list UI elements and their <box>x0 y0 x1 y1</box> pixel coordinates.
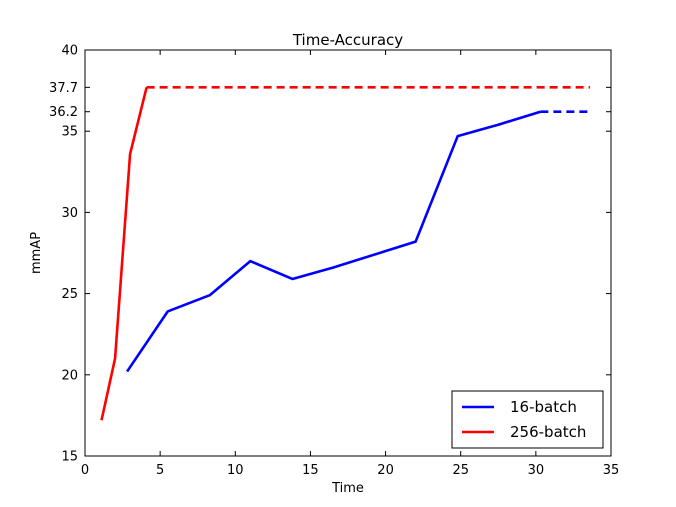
y-tick-label: 40 <box>61 44 78 59</box>
axis-ticks: 0 5 10 15 20 25 30 35 15 20 25 30 35 36.2 37.7 40 <box>49 44 619 479</box>
legend-label: 16-batch <box>510 398 577 416</box>
series-line-1 <box>126 110 541 373</box>
legend-box <box>451 390 604 449</box>
plot-lines <box>100 86 590 421</box>
x-tick-label: 15 <box>302 463 319 478</box>
y-tick-label: 25 <box>61 287 78 302</box>
x-tick-label: 35 <box>603 463 620 478</box>
x-tick-label: 20 <box>377 463 394 478</box>
x-axis-label: Time <box>331 481 364 496</box>
x-tick-label: 10 <box>227 463 244 478</box>
x-tick-label: 30 <box>528 463 545 478</box>
x-tick-label: 0 <box>81 463 89 478</box>
chart-title: Time-Accuracy <box>292 31 403 49</box>
y-tick-label: 36.2 <box>49 105 78 120</box>
x-tick-label: 5 <box>156 463 164 478</box>
y-tick-label: 20 <box>61 368 78 383</box>
y-tick-label: 37.7 <box>49 81 78 96</box>
y-tick-label: 30 <box>61 206 78 221</box>
plot-frame <box>84 49 612 457</box>
x-tick-label: 25 <box>452 463 469 478</box>
legend-label: 256-batch <box>510 423 586 441</box>
series-line-2 <box>100 87 148 421</box>
y-tick-label: 35 <box>61 125 78 140</box>
y-tick-label: 15 <box>61 450 78 465</box>
y-axis-label: mmAP <box>29 232 44 274</box>
legend: 16-batch 256-batch <box>451 390 604 449</box>
